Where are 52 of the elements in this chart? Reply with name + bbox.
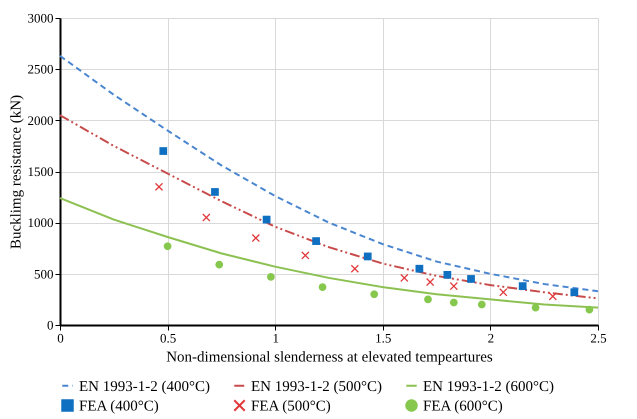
- legend-label: FEA (500°C): [251, 398, 331, 414]
- x-axis-title: Non-dimensional slenderness at elevated tempeartures: [166, 350, 493, 366]
- point: [518, 282, 527, 290]
- x-tick-label: 0: [57, 330, 64, 346]
- point: [215, 260, 224, 268]
- point: [159, 147, 168, 155]
- point: [211, 188, 219, 196]
- line-series: [59, 54, 599, 292]
- point: [202, 213, 211, 222]
- point: [364, 252, 372, 260]
- y-tick-label: 3000: [28, 10, 54, 26]
- point: [267, 273, 275, 281]
- point: [450, 298, 458, 306]
- y-tick-label: 2500: [28, 62, 54, 77]
- y-axis-title: Bucklimg resistance (kN): [8, 94, 24, 250]
- x-tick-label: 0.5: [160, 330, 176, 346]
- point: [532, 304, 540, 312]
- y-tick-label: 2000: [28, 112, 54, 128]
- point: [586, 306, 594, 314]
- point: [499, 288, 508, 296]
- point: [426, 278, 434, 286]
- y-tick-label: 0: [47, 318, 54, 332]
- x-tick-label: 2.5: [590, 330, 607, 346]
- y-tick-label: 1000: [28, 215, 54, 230]
- point: [164, 242, 172, 250]
- point: [400, 274, 409, 282]
- legend-label: EN 1993-1-2 (500°C): [251, 378, 382, 395]
- point: [252, 234, 260, 242]
- point: [301, 251, 310, 260]
- x-tick-label: 2: [488, 330, 494, 346]
- point: [450, 282, 458, 290]
- x-tick-label: 1.5: [375, 330, 392, 346]
- point: [416, 264, 424, 273]
- y-tick-label: 500: [34, 266, 54, 282]
- y-tick-label: 1500: [28, 164, 54, 179]
- legend-label: EN 1993-1-2 (400°C): [79, 378, 210, 395]
- point: [318, 283, 326, 291]
- legend-label: FEA (400°C): [79, 398, 159, 414]
- point: [478, 300, 486, 308]
- legend-label: EN 1993-1-2 (600°C): [423, 378, 554, 395]
- point: [262, 216, 270, 224]
- legend-label: FEA (600°C): [423, 398, 503, 414]
- point: [443, 270, 452, 279]
- point: [312, 237, 320, 245]
- point: [424, 296, 432, 304]
- point: [570, 288, 578, 296]
- x-tick-label: 1: [272, 330, 279, 346]
- point: [370, 290, 378, 298]
- point: [350, 264, 360, 273]
- point: [467, 275, 475, 283]
- point: [154, 182, 164, 192]
- point: [548, 292, 557, 301]
